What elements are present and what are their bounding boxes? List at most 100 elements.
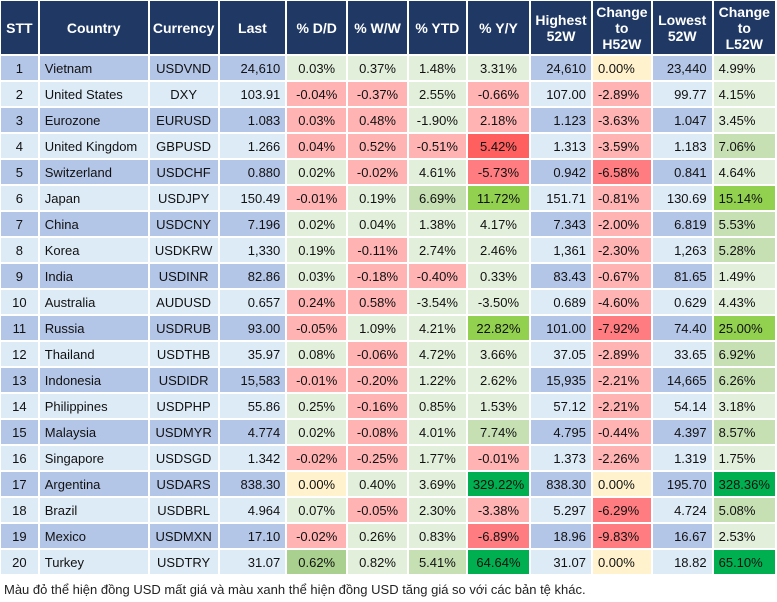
cell-l52: 18.82 <box>652 550 712 574</box>
table-row: 8 Korea USDKRW 1,330 0.19% -0.11% 2.74% 2.46% 1,… <box>1 238 775 262</box>
cell-currency: USDCNY <box>149 212 218 236</box>
cell-l52: 195.70 <box>652 472 712 496</box>
cell-l52: 1.319 <box>652 446 712 470</box>
cell-currency: USDVND <box>149 56 218 80</box>
cell-country: Eurozone <box>39 108 148 132</box>
cell-dd: 0.07% <box>287 498 347 522</box>
cell-h52: 83.43 <box>531 264 591 288</box>
header-ytd: % YTD <box>408 1 466 54</box>
cell-yy: 22.82% <box>467 316 530 340</box>
cell-last: 24,610 <box>219 56 286 80</box>
cell-yy: 11.72% <box>467 186 530 210</box>
cell-h52: 5.297 <box>531 498 591 522</box>
cell-yy: 2.46% <box>467 238 530 262</box>
cell-yy: 329.22% <box>467 472 530 496</box>
cell-dd: 0.02% <box>287 420 347 444</box>
cell-l52: 14,665 <box>652 368 712 392</box>
cell-ytd: 1.77% <box>408 446 466 470</box>
header-yy: % Y/Y <box>467 1 530 54</box>
cell-last: 1.083 <box>219 108 286 132</box>
cell-currency: USDINR <box>149 264 218 288</box>
cell-country: Indonesia <box>39 368 148 392</box>
cell-cl: 5.53% <box>713 212 775 236</box>
cell-cl: 65.10% <box>713 550 775 574</box>
cell-last: 31.07 <box>219 550 286 574</box>
header-stt: STT <box>1 1 38 54</box>
cell-cl: 4.15% <box>713 82 775 106</box>
table-row: 10 Australia AUDUSD 0.657 0.24% 0.58% -3.54% -3… <box>1 290 775 314</box>
cell-country: United States <box>39 82 148 106</box>
cell-currency: USDIDR <box>149 368 218 392</box>
cell-h52: 1.313 <box>531 134 591 158</box>
cell-ww: 0.04% <box>348 212 407 236</box>
cell-stt: 9 <box>1 264 38 288</box>
cell-yy: 3.66% <box>467 342 530 366</box>
cell-h52: 0.942 <box>531 160 591 184</box>
cell-ch: -2.26% <box>592 446 651 470</box>
cell-currency: USDCHF <box>149 160 218 184</box>
cell-l52: 4.724 <box>652 498 712 522</box>
cell-yy: -0.66% <box>467 82 530 106</box>
cell-dd: 0.00% <box>287 472 347 496</box>
cell-stt: 12 <box>1 342 38 366</box>
cell-country: Japan <box>39 186 148 210</box>
cell-stt: 4 <box>1 134 38 158</box>
cell-country: China <box>39 212 148 236</box>
cell-yy: 64.64% <box>467 550 530 574</box>
cell-cl: 3.45% <box>713 108 775 132</box>
cell-yy: 7.74% <box>467 420 530 444</box>
cell-currency: USDBRL <box>149 498 218 522</box>
cell-yy: -0.01% <box>467 446 530 470</box>
table-row: 17 Argentina USDARS 838.30 0.00% 0.40% 3.69% 32… <box>1 472 775 496</box>
cell-currency: DXY <box>149 82 218 106</box>
table-row: 2 United States DXY 103.91 -0.04% -0.37% 2.55%… <box>1 82 775 106</box>
cell-cl: 5.28% <box>713 238 775 262</box>
cell-currency: USDARS <box>149 472 218 496</box>
header-last: Last <box>219 1 286 54</box>
cell-ch: 0.00% <box>592 550 651 574</box>
cell-country: Vietnam <box>39 56 148 80</box>
cell-ww: -0.18% <box>348 264 407 288</box>
cell-currency: USDJPY <box>149 186 218 210</box>
cell-country: Mexico <box>39 524 148 548</box>
cell-cl: 5.08% <box>713 498 775 522</box>
cell-ww: 0.82% <box>348 550 407 574</box>
cell-yy: 2.18% <box>467 108 530 132</box>
cell-l52: 0.629 <box>652 290 712 314</box>
cell-ch: -2.21% <box>592 394 651 418</box>
cell-country: Korea <box>39 238 148 262</box>
cell-dd: 0.04% <box>287 134 347 158</box>
cell-currency: GBPUSD <box>149 134 218 158</box>
cell-dd: -0.02% <box>287 446 347 470</box>
cell-currency: USDKRW <box>149 238 218 262</box>
cell-currency: USDMXN <box>149 524 218 548</box>
cell-ch: -0.81% <box>592 186 651 210</box>
header-row: STT Country Currency Last% D/D% W/W% YTD% Y… <box>1 1 775 54</box>
table-row: 15 Malaysia USDMYR 4.774 0.02% -0.08% 4.01% 7.7… <box>1 420 775 444</box>
table-body: 1 Vietnam USDVND 24,610 0.03% 0.37% 1.48% 3.31%… <box>1 56 775 574</box>
cell-currency: AUDUSD <box>149 290 218 314</box>
cell-h52: 107.00 <box>531 82 591 106</box>
cell-ytd: 5.41% <box>408 550 466 574</box>
cell-ww: 0.37% <box>348 56 407 80</box>
cell-ww: 0.52% <box>348 134 407 158</box>
cell-cl: 3.18% <box>713 394 775 418</box>
cell-ch: -7.92% <box>592 316 651 340</box>
cell-stt: 5 <box>1 160 38 184</box>
cell-ytd: 4.01% <box>408 420 466 444</box>
cell-country: Thailand <box>39 342 148 366</box>
table-row: 14 Philippines USDPHP 55.86 0.25% -0.16% 0.85%… <box>1 394 775 418</box>
cell-ww: -0.11% <box>348 238 407 262</box>
cell-ww: 1.09% <box>348 316 407 340</box>
cell-stt: 17 <box>1 472 38 496</box>
cell-ytd: 3.69% <box>408 472 466 496</box>
cell-last: 17.10 <box>219 524 286 548</box>
cell-dd: 0.03% <box>287 108 347 132</box>
cell-h52: 15,935 <box>531 368 591 392</box>
cell-last: 1.266 <box>219 134 286 158</box>
table-row: 19 Mexico USDMXN 17.10 -0.02% 0.26% 0.83% -6.89… <box>1 524 775 548</box>
table-row: 3 Eurozone EURUSD 1.083 0.03% 0.48% -1.90% 2.18… <box>1 108 775 132</box>
cell-ytd: 6.69% <box>408 186 466 210</box>
cell-ytd: 4.61% <box>408 160 466 184</box>
cell-h52: 0.689 <box>531 290 591 314</box>
